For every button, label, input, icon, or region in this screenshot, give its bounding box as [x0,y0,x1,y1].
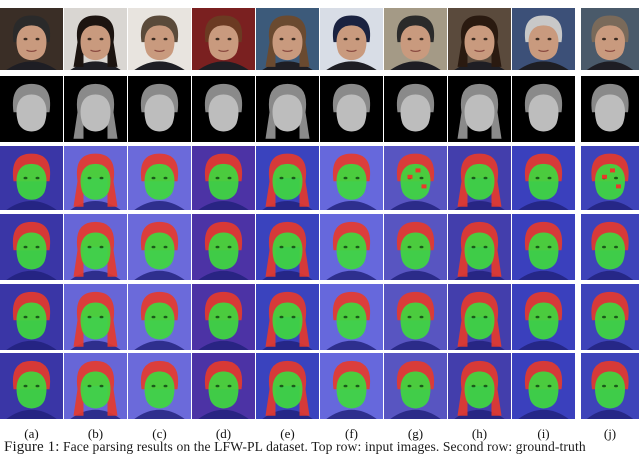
figure-cell-parse [320,284,383,350]
figure-cell-input [64,8,127,70]
figure-cell-parse [512,214,575,280]
figure-cell-parse [256,284,319,350]
column-label: (i) [537,426,550,441]
column-label: (g) [407,426,424,441]
figure-cell-parse [320,214,383,280]
figure-cell-parse [192,284,255,350]
figure-cell-parse [256,214,319,280]
figure-cell-parse [581,353,639,419]
figure-caption-text: Face parsing results on the LFW-PL datas… [62,439,586,454]
column-label: (h) [471,426,488,441]
figure-cell-parse [512,146,575,210]
column-label: (d) [215,426,232,441]
figure-cell-mask [384,76,447,142]
figure-cell-parse [320,353,383,419]
column-label: (c) [152,426,167,441]
figure-cell-parse [384,214,447,280]
figure-caption-prefix: Figure 1: [4,439,60,455]
figure-cell-mask [448,76,511,142]
figure-cell-input [0,8,63,70]
figure-cell-input [128,8,191,70]
figure-cell-parse [384,353,447,419]
figure-cell-mask [192,76,255,142]
figure-cell-parse [128,146,191,210]
figure-cell-parse [448,146,511,210]
figure-cell-parse [0,214,63,280]
figure-cell-parse [256,146,319,210]
figure-cell-input [512,8,575,70]
figure-cell-parse [512,353,575,419]
figure-cell-mask [320,76,383,142]
figure-cell-parse [64,284,127,350]
figure-cell-input [448,8,511,70]
figure-cell-parse [128,214,191,280]
figure-cell-parse [448,214,511,280]
figure-cell-parse [581,214,639,280]
figure-cell-parse [581,146,639,210]
figure-cell-input [256,8,319,70]
figure-cell-mask [64,76,127,142]
figure-cell-parse [448,284,511,350]
figure-cell-parse [512,284,575,350]
figure-cell-parse [64,214,127,280]
column-label: (e) [280,426,295,441]
column-label: (b) [87,426,104,441]
figure-cell-parse [0,146,63,210]
figure-cell-input [192,8,255,70]
figure-cell-mask [512,76,575,142]
figure-cell-parse [128,353,191,419]
figure-cell-mask [581,76,639,142]
figure-cell-parse [256,353,319,419]
column-label: (j) [603,426,617,441]
column-label: (f) [345,426,358,441]
figure-cell-input [320,8,383,70]
figure-cell-parse [192,146,255,210]
column-label: (a) [24,426,39,441]
figure-cell-parse [320,146,383,210]
figure-cell-parse [448,353,511,419]
figure-cell-mask [256,76,319,142]
figure-cell-mask [0,76,63,142]
figure-cell-parse [384,146,447,210]
figure-cell-parse [64,353,127,419]
figure-cell-parse [128,284,191,350]
figure-cell-parse [192,214,255,280]
figure-cell-mask [128,76,191,142]
figure-cell-parse [581,284,639,350]
figure-cell-input [384,8,447,70]
figure-caption: Figure 1: Face parsing results on the LF… [4,439,640,456]
figure-cell-parse [0,353,63,419]
figure-cell-parse [384,284,447,350]
figure-cell-parse [64,146,127,210]
figure-cell-input [581,8,639,70]
figure-cell-parse [0,284,63,350]
figure-cell-parse [192,353,255,419]
